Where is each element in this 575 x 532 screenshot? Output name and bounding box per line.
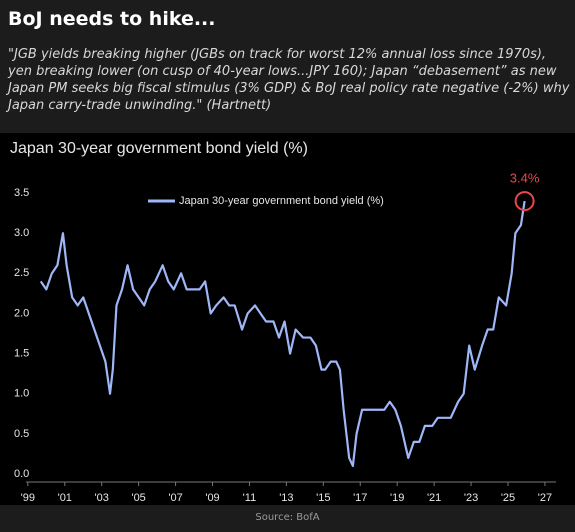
y-tick-label: 2.0 (14, 307, 29, 319)
y-tick-label: 1.0 (14, 388, 29, 400)
x-tick-label: '09 (205, 492, 219, 504)
x-tick-label: '21 (427, 492, 441, 504)
source: Source: BofA (255, 512, 320, 523)
x-tick-label: '23 (464, 492, 478, 504)
y-tick-label: 3.0 (14, 227, 29, 239)
x-tick-label: '17 (353, 492, 367, 504)
x-tick-label: '01 (58, 492, 72, 504)
quote: "JGB yields breaking higher (JGBs on tra… (8, 47, 570, 113)
x-tick-label: '25 (501, 492, 515, 504)
line (39, 200, 526, 468)
x-tick-label: '13 (279, 492, 293, 504)
x-tick-label: '27 (538, 492, 552, 504)
x-tick-label: '99 (21, 492, 35, 504)
annotation: 3.4% (510, 171, 540, 186)
x-tick-label: '11 (243, 492, 257, 504)
x-tick-label: '15 (316, 492, 330, 504)
chart-title: Japan 30-year government bond yield (%) (10, 140, 308, 157)
y-tick-label: 0.5 (14, 428, 29, 440)
chart: Japan 30-year government bond yield (%) … (0, 133, 575, 505)
y-tick-label: 2.5 (14, 267, 29, 279)
legend-label: Japan 30-year government bond yield (%) (179, 195, 384, 207)
y-tick-label: 0.0 (14, 468, 29, 480)
x-tick-label: '07 (168, 492, 182, 504)
highlight-circle (514, 191, 535, 212)
x-tick-label: '03 (95, 492, 109, 504)
y-tick-label: 1.5 (14, 348, 29, 360)
page-title: BoJ needs to hike... (8, 8, 216, 30)
y-tick-label: 3.5 (14, 187, 29, 199)
x-tick-label: '19 (390, 492, 404, 504)
x-tick-label: '05 (131, 492, 145, 504)
